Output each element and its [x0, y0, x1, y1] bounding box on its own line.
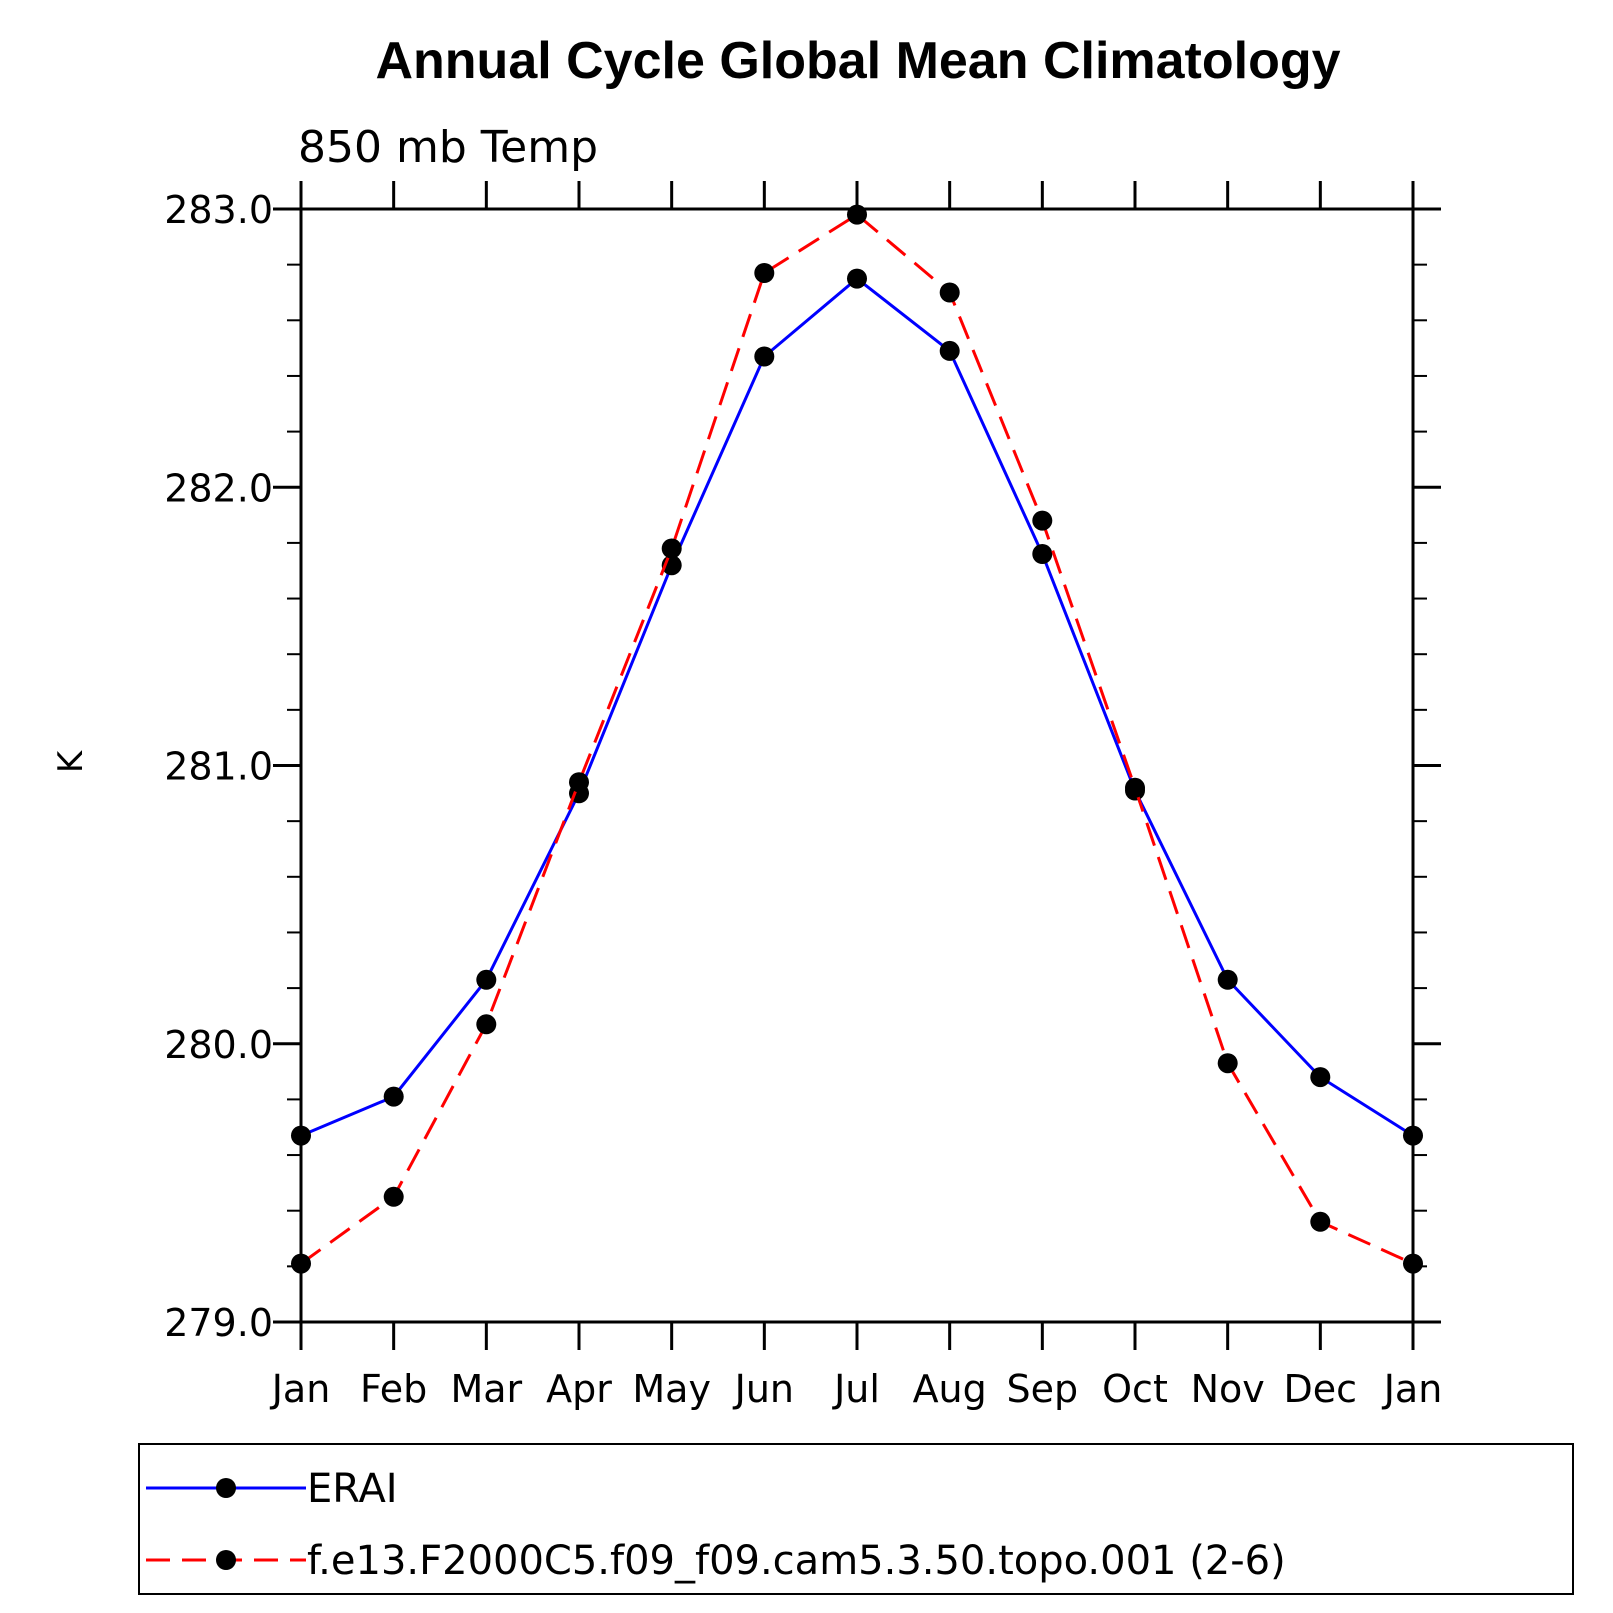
legend-item-model-run: f.e13.F2000C5.f09_f09.cam5.3.50.topo.001… [146, 1538, 1286, 1584]
legend: ERAI f.e13.F2000C5.f09_f09.cam5.3.50.top… [138, 1443, 1574, 1595]
x-tick-label: Aug [913, 1367, 987, 1411]
plot-frame [299, 207, 1415, 1324]
y-tick-label: 282.0 [164, 466, 273, 510]
data-point [383, 1186, 404, 1207]
data-point [939, 340, 960, 361]
x-tick-label: Mar [450, 1367, 522, 1411]
plot-area [291, 204, 1423, 1274]
data-point [661, 538, 682, 559]
legend-box [138, 1443, 1574, 1595]
series-1 [291, 204, 1423, 1274]
data-point [939, 282, 960, 303]
axes: Jan Feb Mar Apr May Jun Jul Aug Sep Oct Nov Dec Jan 2… [164, 181, 1442, 1411]
x-tick-label: Nov [1191, 1367, 1265, 1411]
data-point [847, 268, 867, 289]
data-point [383, 1086, 404, 1107]
data-point [291, 1253, 311, 1274]
data-point [476, 969, 497, 990]
x-tick-label: Jan [270, 1367, 331, 1411]
y-tick-label: 280.0 [164, 1023, 273, 1067]
chart-title: Annual Cycle Global Mean Climatology [375, 32, 1340, 90]
x-tick-label: Apr [546, 1367, 612, 1411]
y-tick-label: 281.0 [164, 745, 273, 789]
legend-label: ERAI [307, 1466, 398, 1512]
legend-marker-icon [216, 1478, 236, 1498]
data-point [291, 1125, 311, 1146]
data-point [1403, 1125, 1423, 1146]
series-line [300, 276, 1414, 1137]
x-tick-label: Jan [1382, 1367, 1443, 1411]
data-point [476, 1014, 497, 1035]
data-point [1217, 1053, 1238, 1074]
data-point [1403, 1253, 1423, 1274]
y-tick-label: 279.0 [164, 1301, 273, 1345]
data-point [847, 204, 867, 225]
y-tick-label: 283.0 [164, 188, 273, 232]
data-point [1310, 1211, 1331, 1232]
data-point [754, 263, 775, 283]
x-tick-label: Jul [832, 1367, 880, 1411]
data-point [1032, 544, 1053, 564]
x-tick-label: Feb [360, 1367, 427, 1411]
x-tick-label: Dec [1284, 1367, 1358, 1411]
data-point [1125, 777, 1145, 798]
x-tick-label: Jun [733, 1367, 794, 1411]
legend-item-erai: ERAI [146, 1466, 398, 1512]
series-line [300, 212, 1414, 1265]
data-point [754, 346, 775, 367]
data-point [1217, 969, 1238, 990]
legend-marker-icon [216, 1550, 236, 1570]
data-point [1032, 510, 1053, 531]
legend-label: f.e13.F2000C5.f09_f09.cam5.3.50.topo.001… [307, 1538, 1286, 1584]
y-axis-label: K [51, 749, 91, 773]
data-point [569, 772, 589, 793]
data-point [1310, 1067, 1331, 1088]
chart-subtitle: 850 mb Temp [298, 122, 598, 173]
x-tick-label: Oct [1102, 1367, 1168, 1411]
x-tick-label: May [632, 1367, 711, 1411]
series-0 [291, 268, 1423, 1146]
x-tick-label: Sep [1007, 1367, 1079, 1411]
